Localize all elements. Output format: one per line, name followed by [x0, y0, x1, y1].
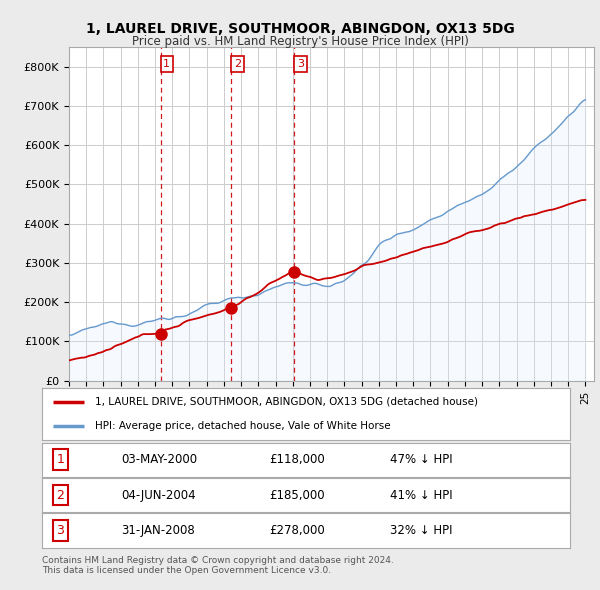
Text: HPI: Average price, detached house, Vale of White Horse: HPI: Average price, detached house, Vale… — [95, 421, 391, 431]
Text: 2: 2 — [234, 59, 241, 69]
Text: £278,000: £278,000 — [269, 524, 325, 537]
Text: 03-MAY-2000: 03-MAY-2000 — [121, 453, 197, 466]
Text: Price paid vs. HM Land Registry's House Price Index (HPI): Price paid vs. HM Land Registry's House … — [131, 35, 469, 48]
Text: 32% ↓ HPI: 32% ↓ HPI — [391, 524, 453, 537]
Text: £185,000: £185,000 — [269, 489, 325, 502]
Text: 1, LAUREL DRIVE, SOUTHMOOR, ABINGDON, OX13 5DG (detached house): 1, LAUREL DRIVE, SOUTHMOOR, ABINGDON, OX… — [95, 396, 478, 407]
Text: 3: 3 — [56, 524, 64, 537]
Text: 2: 2 — [56, 489, 64, 502]
Text: 1: 1 — [163, 59, 170, 69]
Text: 1, LAUREL DRIVE, SOUTHMOOR, ABINGDON, OX13 5DG: 1, LAUREL DRIVE, SOUTHMOOR, ABINGDON, OX… — [86, 22, 514, 37]
Text: 1: 1 — [56, 453, 64, 466]
Text: This data is licensed under the Open Government Licence v3.0.: This data is licensed under the Open Gov… — [42, 566, 331, 575]
Text: 3: 3 — [297, 59, 304, 69]
Text: Contains HM Land Registry data © Crown copyright and database right 2024.: Contains HM Land Registry data © Crown c… — [42, 556, 394, 565]
Text: 47% ↓ HPI: 47% ↓ HPI — [391, 453, 453, 466]
Text: 04-JUN-2004: 04-JUN-2004 — [121, 489, 196, 502]
Text: 41% ↓ HPI: 41% ↓ HPI — [391, 489, 453, 502]
Text: 31-JAN-2008: 31-JAN-2008 — [121, 524, 195, 537]
Text: £118,000: £118,000 — [269, 453, 325, 466]
